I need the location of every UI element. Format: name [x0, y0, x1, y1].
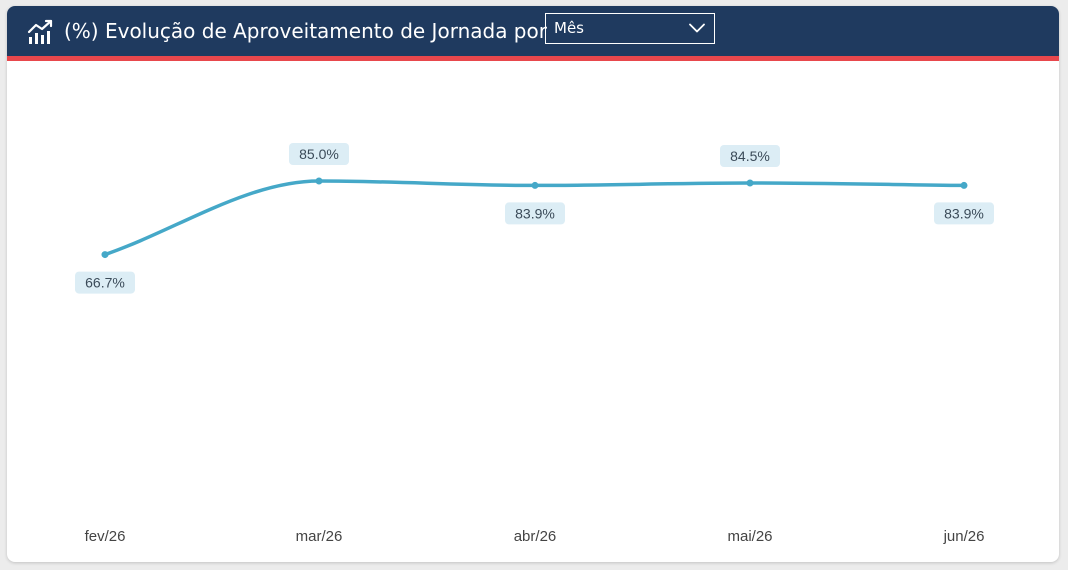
chart-title: (%) Evolução de Aproveitamento de Jornad…	[64, 19, 547, 43]
data-label-text: 85.0%	[299, 146, 339, 162]
data-label: 84.5%	[720, 145, 780, 168]
x-tick-label: mar/26	[296, 528, 343, 545]
data-label-text: 83.9%	[944, 205, 984, 221]
header-accent-bar	[7, 56, 1059, 61]
data-point[interactable]	[960, 181, 968, 189]
period-dropdown[interactable]: Mês	[545, 13, 715, 44]
data-point[interactable]	[531, 181, 539, 189]
data-label-text: 66.7%	[85, 275, 125, 291]
line-chart-icon	[27, 19, 53, 44]
data-label-bg	[505, 202, 565, 225]
x-tick-label: jun/26	[943, 528, 985, 545]
data-point[interactable]	[101, 251, 109, 259]
data-point[interactable]	[746, 179, 754, 187]
x-tick-label: abr/26	[514, 528, 557, 545]
data-label-bg	[289, 143, 349, 165]
chart-card: (%) Evolução de Aproveitamento de Jornad…	[7, 6, 1059, 562]
card-header: (%) Evolução de Aproveitamento de Jornad…	[7, 6, 1059, 56]
line-chart: 66.7% fev/26 85.0% mar/26 83.9% abr/26 84.5% ma…	[75, 143, 994, 545]
data-label: 85.0%	[289, 143, 349, 165]
data-label: 83.9%	[934, 202, 994, 225]
data-label-bg	[75, 271, 135, 294]
data-label-text: 83.9%	[515, 205, 555, 221]
data-label-bg	[720, 145, 780, 168]
data-label-text: 84.5%	[730, 148, 770, 164]
chevron-down-icon[interactable]	[689, 23, 705, 33]
data-label-bg	[934, 202, 994, 225]
x-tick-label: fev/26	[85, 528, 126, 545]
data-label: 66.7%	[75, 271, 135, 294]
data-label: 83.9%	[505, 202, 565, 225]
data-point[interactable]	[315, 177, 323, 185]
period-dropdown-value: Mês	[554, 19, 584, 37]
x-tick-label: mai/26	[727, 528, 772, 545]
